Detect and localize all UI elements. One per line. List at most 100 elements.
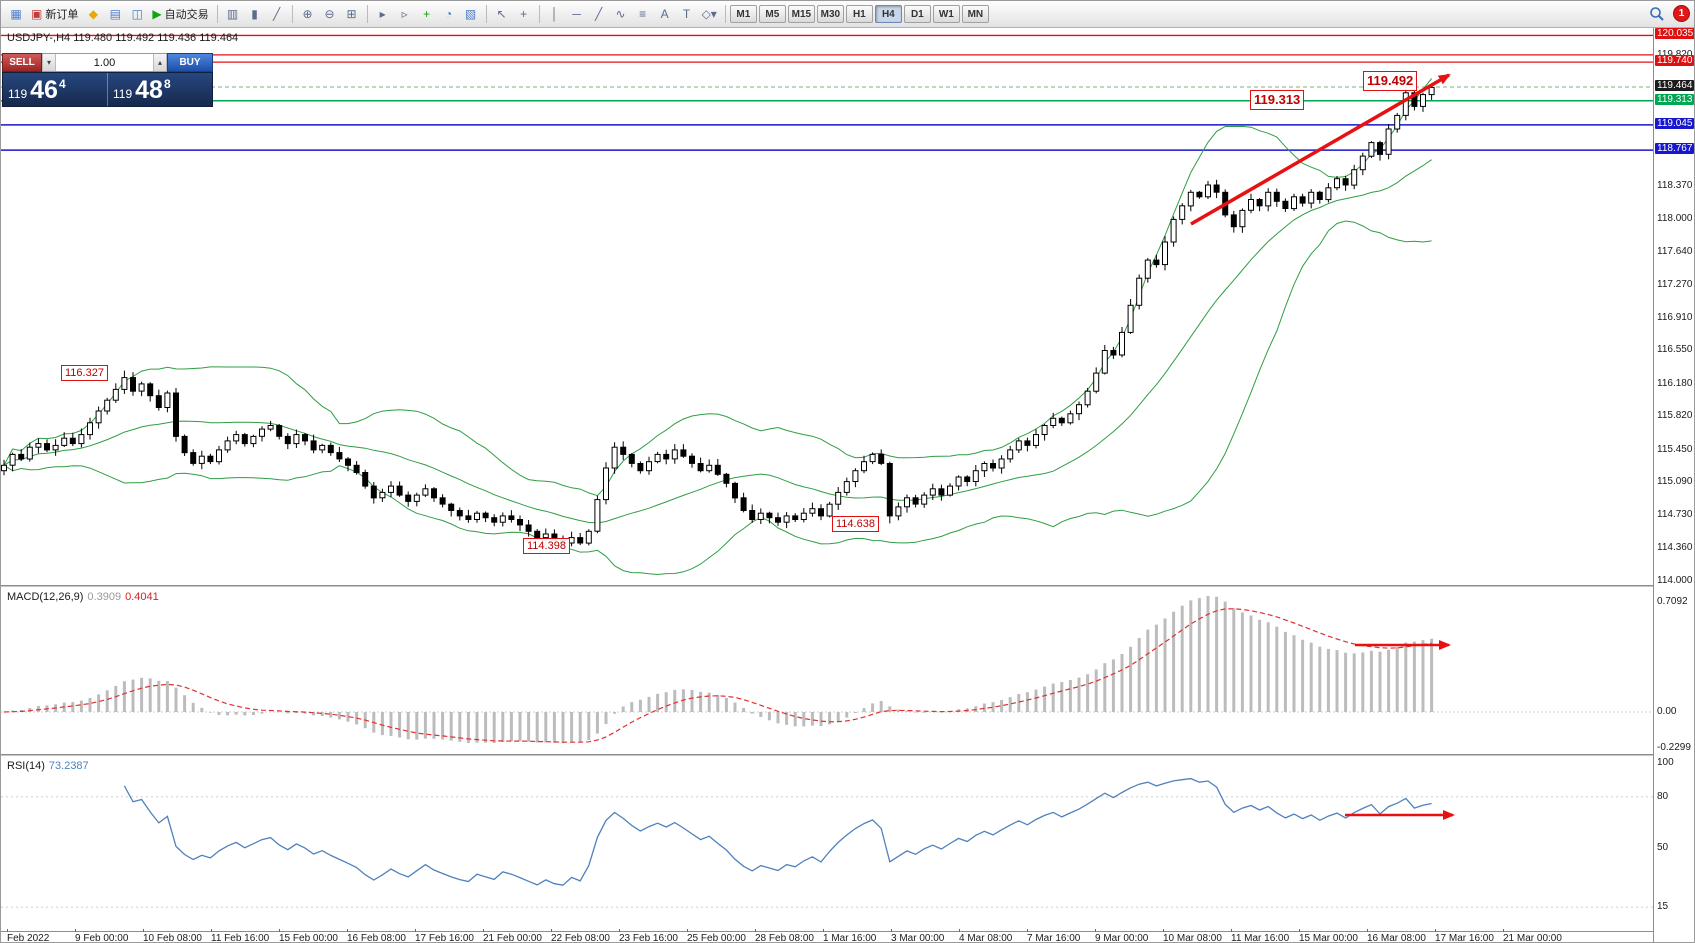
timeframe-d1[interactable]: D1 bbox=[903, 5, 931, 23]
text-tool-icon[interactable]: A bbox=[655, 4, 675, 24]
bar-chart-icon[interactable]: ▥ bbox=[223, 4, 243, 24]
new-order-button[interactable]: ▣ 新订单 bbox=[28, 4, 81, 24]
sell-price-display[interactable]: 119 46 4 bbox=[3, 73, 107, 106]
macd-axis-tick: 0.7092 bbox=[1657, 596, 1688, 608]
notification-badge[interactable]: 1 bbox=[1673, 5, 1690, 22]
macd-name: MACD(12,26,9) bbox=[7, 591, 84, 603]
rsi-axis-tick: 15 bbox=[1657, 901, 1669, 913]
time-tick: 17 Mar 16:00 bbox=[1435, 929, 1494, 943]
toolbar-groups: ▦ ▣ 新订单 ◆ ▤ ◫ ▶ 自动交易 ▥ ▮ ╱ ⊕ ⊖ ⊞ ▸ ▹ + ◔ ▧ ↖ + │ ─ ╱ ∿ ≡ A T ◇▾ M1 M5 M… bbox=[5, 4, 991, 24]
auto-trading-button[interactable]: ▶ 自动交易 bbox=[149, 4, 211, 24]
timeframe-h1[interactable]: H1 bbox=[845, 5, 873, 23]
price-callout[interactable]: 114.398 bbox=[523, 538, 570, 554]
price-level-label-red: 120.035 bbox=[1655, 28, 1694, 40]
cursor-icon[interactable]: ↖ bbox=[492, 4, 512, 24]
auto-scroll-icon: ▸ bbox=[379, 7, 386, 21]
lot-size-field[interactable]: ▾ 1.00 ▴ bbox=[42, 53, 167, 72]
time-tick: 3 Mar 00:00 bbox=[891, 929, 945, 943]
trade-controls-row: SELL ▾ 1.00 ▴ BUY bbox=[2, 53, 213, 72]
chart-shift-icon: ▹ bbox=[401, 7, 408, 21]
line-chart-icon[interactable]: ╱ bbox=[267, 4, 287, 24]
time-tick: 4 Mar 08:00 bbox=[959, 929, 1013, 943]
timeframe-h4[interactable]: H4 bbox=[874, 5, 902, 23]
toolbar-right: 1 bbox=[1649, 5, 1690, 22]
new-chart-icon: ▦ bbox=[10, 7, 22, 21]
price-tick: 117.270 bbox=[1657, 279, 1693, 291]
timeframe-m1[interactable]: M1 bbox=[729, 5, 757, 23]
price-tick: 115.820 bbox=[1657, 410, 1693, 422]
price-tick: 119.820 bbox=[1657, 49, 1692, 60]
toolbar-separator bbox=[485, 5, 487, 23]
toolbar-separator bbox=[366, 5, 368, 23]
price-callout[interactable]: 119.313 bbox=[1250, 90, 1305, 110]
templates-icon: ▧ bbox=[464, 7, 477, 21]
panel-separator[interactable] bbox=[1, 754, 1694, 756]
timeframe-m5[interactable]: M5 bbox=[758, 5, 786, 23]
chart-shift-icon[interactable]: ▹ bbox=[395, 4, 415, 24]
time-axis[interactable]: Feb 2022 9 Feb 00:00 10 Feb 08:00 11 Feb 16… bbox=[1, 929, 1653, 943]
time-tick: 9 Mar 00:00 bbox=[1095, 929, 1149, 943]
cursor-icon: ↖ bbox=[496, 7, 507, 21]
horizontal-line-icon[interactable]: ─ bbox=[567, 4, 587, 24]
price-axis[interactable]: 119.820 118.370 118.000 117.640 117.270 116.9… bbox=[1653, 1, 1694, 942]
search-icon[interactable] bbox=[1649, 6, 1665, 22]
time-tick: 23 Feb 16:00 bbox=[619, 929, 678, 943]
wave-tool-icon[interactable]: ∿ bbox=[611, 4, 631, 24]
sell-button[interactable]: SELL bbox=[2, 53, 42, 72]
panel-separator[interactable] bbox=[1, 585, 1694, 587]
candlestick-chart-icon[interactable]: ▮ bbox=[245, 4, 265, 24]
trade-prices-row: 119 46 4 119 48 8 bbox=[2, 72, 213, 107]
buy-price-display[interactable]: 119 48 8 bbox=[107, 73, 212, 106]
market-watch-icon[interactable]: ▤ bbox=[105, 4, 125, 24]
lot-increase-button[interactable]: ▴ bbox=[153, 54, 167, 71]
data-window-icon[interactable]: ◫ bbox=[127, 4, 147, 24]
price-tick: 118.000 bbox=[1657, 213, 1693, 225]
label-tool-icon[interactable]: T bbox=[677, 4, 697, 24]
time-tick: 21 Mar 00:00 bbox=[1503, 929, 1562, 943]
history-center-icon[interactable]: ◆ bbox=[83, 4, 103, 24]
trendline-icon[interactable]: ╱ bbox=[589, 4, 609, 24]
lot-size-value[interactable]: 1.00 bbox=[93, 56, 116, 69]
price-tick: 116.180 bbox=[1657, 377, 1693, 389]
tile-windows-icon[interactable]: ⊞ bbox=[342, 4, 362, 24]
zoom-in-icon[interactable]: ⊕ bbox=[298, 4, 318, 24]
timeframe-mn[interactable]: MN bbox=[961, 5, 989, 23]
price-level-label-blue: 119.045 bbox=[1655, 117, 1694, 129]
time-tick: 16 Feb 08:00 bbox=[347, 929, 406, 943]
vertical-line-icon[interactable]: │ bbox=[545, 4, 565, 24]
time-tick: 10 Feb 08:00 bbox=[143, 929, 202, 943]
channel-tool-icon[interactable]: ≡ bbox=[633, 4, 653, 24]
timeframe-w1[interactable]: W1 bbox=[932, 5, 960, 23]
shapes-dropdown-icon[interactable]: ◇▾ bbox=[699, 4, 720, 24]
indicators-icon[interactable]: + bbox=[417, 4, 437, 24]
buy-price-prefix: 119 bbox=[113, 87, 133, 101]
search-icon bbox=[1650, 6, 1664, 21]
new-chart-icon[interactable]: ▦ bbox=[6, 4, 26, 24]
price-level-label-green: 119.313 bbox=[1655, 93, 1694, 105]
time-tick: 17 Feb 16:00 bbox=[415, 929, 474, 943]
price-tick: 118.370 bbox=[1657, 179, 1693, 191]
auto-scroll-icon[interactable]: ▸ bbox=[373, 4, 393, 24]
new-order-button: ▣ bbox=[31, 7, 43, 21]
auto-trading-button: ▶ bbox=[152, 7, 162, 21]
periods-icon[interactable]: ◔ bbox=[439, 4, 459, 24]
zoom-out-icon[interactable]: ⊖ bbox=[320, 4, 340, 24]
price-tick: 115.450 bbox=[1657, 443, 1693, 455]
price-tick: 116.550 bbox=[1657, 344, 1693, 356]
price-callout[interactable]: 114.638 bbox=[832, 516, 879, 532]
templates-icon[interactable]: ▧ bbox=[461, 4, 481, 24]
auto-trading-button-label: 自动交易 bbox=[164, 9, 209, 21]
price-tick: 117.640 bbox=[1657, 245, 1693, 257]
timeframe-m30[interactable]: M30 bbox=[816, 5, 844, 23]
toolbar-separator bbox=[538, 5, 540, 23]
buy-button[interactable]: BUY bbox=[167, 53, 213, 72]
macd-axis-tick: 0.00 bbox=[1657, 706, 1677, 717]
crosshair-icon[interactable]: + bbox=[514, 4, 534, 24]
macd-indicator-label: MACD(12,26,9) 0.3909 0.4041 bbox=[7, 591, 159, 603]
price-callout[interactable]: 119.492 bbox=[1363, 71, 1418, 91]
price-callout[interactable]: 116.327 bbox=[61, 365, 108, 381]
timeframe-m15[interactable]: M15 bbox=[787, 5, 815, 23]
lot-decrease-button[interactable]: ▾ bbox=[42, 54, 56, 71]
